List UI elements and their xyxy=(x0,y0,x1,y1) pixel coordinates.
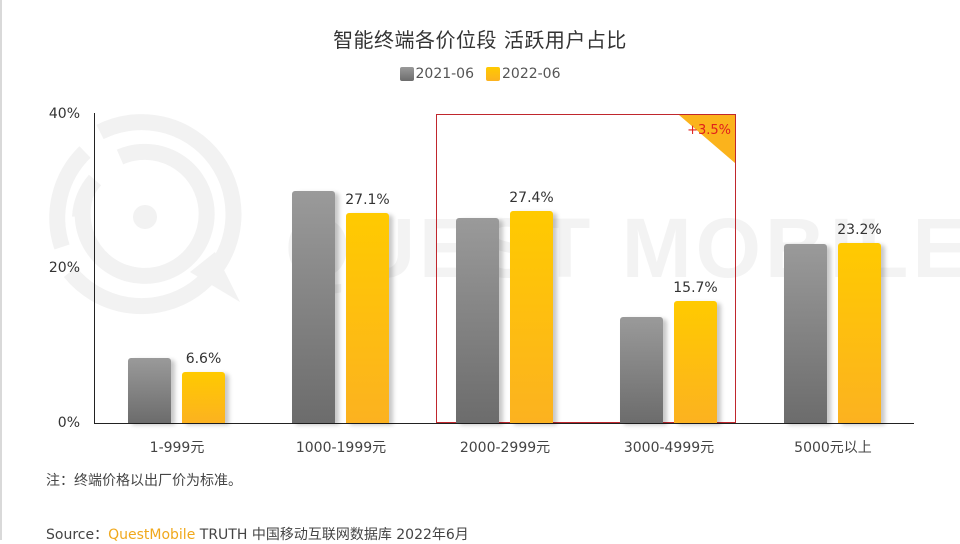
y-tick-0: 0% xyxy=(57,415,80,431)
source-line: Source：QuestMobile TRUTH 中国移动互联网数据库 2022… xyxy=(46,524,469,544)
x-axis-label: 1000-1999元 xyxy=(295,440,387,456)
x-axis-label: 2000-2999元 xyxy=(459,440,551,456)
legend-label: 2021-06 xyxy=(415,66,475,82)
bar-value-label: 6.6% xyxy=(185,350,222,367)
x-axis-label: 5000元以上 xyxy=(794,440,872,456)
source-brand: QuestMobile xyxy=(108,527,196,543)
source-suffix: TRUTH 中国移动互联网数据库 2022年6月 xyxy=(195,527,469,543)
left-border-rule xyxy=(0,0,2,540)
x-axis-label: 3000-4999元 xyxy=(623,440,715,456)
y-tick-20: 20% xyxy=(48,260,80,276)
legend: 2021-06 2022-06 xyxy=(0,66,960,82)
legend-label: 2022-06 xyxy=(502,66,561,82)
growth-badge: +3.5% xyxy=(687,123,731,138)
legend-swatch-yellow-icon xyxy=(486,67,500,81)
bar-2022-06 xyxy=(674,301,717,423)
corner-badge-triangle xyxy=(679,115,735,163)
bar-2022-06 xyxy=(510,210,553,423)
x-axis-label: 1-999元 xyxy=(149,440,205,456)
legend-item-2021: 2021-06 xyxy=(399,66,475,82)
bar-2021-06 xyxy=(620,316,663,423)
bar-2022-06 xyxy=(838,243,881,423)
bar-2021-06 xyxy=(128,357,171,423)
chart-title: 智能终端各价位段 活跃用户占比 xyxy=(333,28,627,52)
footnote: 注：终端价格以出厂价为标准。 xyxy=(46,473,242,489)
bar-value-label: 15.7% xyxy=(673,280,718,297)
source-prefix: Source： xyxy=(46,527,109,543)
y-axis xyxy=(94,113,95,424)
y-tick-40: 40% xyxy=(48,106,80,122)
bar-2021-06 xyxy=(292,191,335,423)
x-axis xyxy=(94,423,914,424)
bar-2021-06 xyxy=(456,217,499,423)
bar-2021-06 xyxy=(784,243,827,423)
bar-value-label: 27.1% xyxy=(345,191,390,208)
bar-2022-06 xyxy=(182,371,225,423)
bar-2022-06 xyxy=(346,212,389,423)
bar-value-label: 27.4% xyxy=(509,189,554,206)
questmobile-watermark-logo-icon xyxy=(49,114,242,315)
bar-value-label: 23.2% xyxy=(837,222,882,239)
legend-item-2022: 2022-06 xyxy=(486,66,561,82)
highlight-box: +3.5% xyxy=(436,114,736,423)
legend-swatch-gray-icon xyxy=(399,67,414,81)
